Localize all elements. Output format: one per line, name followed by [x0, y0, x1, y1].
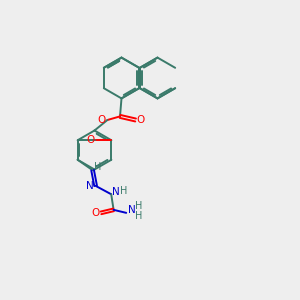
- Text: N: N: [112, 188, 120, 197]
- Text: H: H: [94, 162, 101, 172]
- Text: O: O: [136, 115, 144, 125]
- Text: H: H: [135, 212, 142, 221]
- Text: H: H: [120, 186, 127, 196]
- Text: H: H: [135, 201, 142, 211]
- Text: O: O: [86, 135, 94, 145]
- Text: N: N: [128, 206, 136, 215]
- Text: N: N: [86, 182, 94, 191]
- Text: O: O: [92, 208, 100, 218]
- Text: O: O: [98, 115, 106, 125]
